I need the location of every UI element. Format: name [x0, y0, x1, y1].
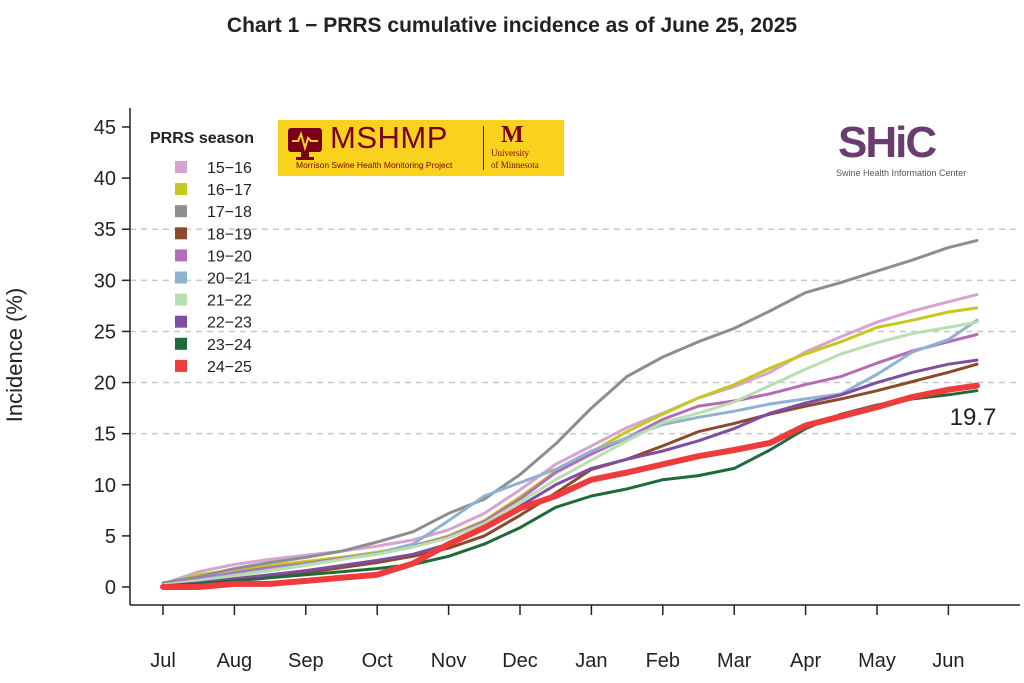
- legend-layer: PRRS season 15−16 16−17 17−18 18−19 19−20 20−2…: [150, 130, 254, 376]
- x-tick-label-Oct: Oct: [362, 650, 394, 672]
- umn-line2: of Minnesota: [491, 160, 539, 170]
- mshmp-subtitle: Morrison Swine Health Monitoring Project: [296, 160, 453, 170]
- series-layer: [160, 239, 980, 590]
- legend-label-16−17: 16−17: [207, 182, 252, 199]
- x-tick-label-Sep: Sep: [288, 650, 324, 672]
- legend-label-19−20: 19−20: [207, 248, 252, 265]
- x-tick-label-Feb: Feb: [646, 650, 680, 672]
- chart-title: Chart 1 − PRRS cumulative incidence as o…: [226, 14, 798, 37]
- legend-label-21−22: 21−22: [207, 293, 252, 310]
- legend-swatch-17−18: [175, 205, 187, 218]
- mshmp-logo: MSHMP Morrison Swine Health Monitoring P…: [278, 120, 564, 176]
- umn-line1: University: [491, 148, 529, 158]
- series-line-18−19: [161, 362, 979, 587]
- shic-subtitle: Swine Health Information Center: [836, 168, 967, 178]
- legend-label-20−21: 20−21: [207, 271, 252, 288]
- y-tick-label-20: 20: [94, 373, 116, 395]
- series-line-20−21: [161, 318, 979, 587]
- legend-label-17−18: 17−18: [207, 204, 252, 221]
- x-tick-label-Aug: Aug: [217, 650, 253, 672]
- y-tick-label-40: 40: [94, 168, 116, 190]
- legend-swatch-18−19: [175, 227, 187, 240]
- mshmp-title: MSHMP: [330, 120, 448, 155]
- axis-layer: 0 5 10 15 20 25 30 35 40 45 Jul Aug Sep Oct Nov Dec Jan F…: [94, 108, 1020, 672]
- legend-label-18−19: 18−19: [207, 226, 252, 243]
- x-tick-label-Jul: Jul: [150, 650, 176, 672]
- y-axis-label: Incidence (%): [2, 288, 27, 423]
- y-tick-label-15: 15: [94, 424, 116, 446]
- legend-swatch-23−24: [175, 337, 187, 350]
- y-tick-label-45: 45: [94, 117, 116, 139]
- legend-swatch-19−20: [175, 249, 187, 262]
- legend-label-24−25: 24−25: [207, 359, 252, 376]
- legend-swatch-20−21: [175, 271, 187, 284]
- legend-label-22−23: 22−23: [207, 315, 252, 332]
- y-tick-label-25: 25: [94, 321, 116, 343]
- x-tick-label-May: May: [858, 650, 896, 672]
- y-tick-label-0: 0: [105, 577, 116, 599]
- end-value-annotation: 19.7: [950, 404, 997, 431]
- legend-swatch-24−25: [175, 359, 187, 372]
- monitor-icon: [288, 128, 322, 160]
- logo-divider: [483, 126, 484, 170]
- series-line-22−23: [161, 358, 979, 588]
- umn-m-icon: M: [501, 122, 524, 148]
- legend-swatch-15−16: [175, 161, 187, 173]
- grid-layer: [130, 228, 1020, 435]
- x-tick-label-Apr: Apr: [790, 650, 821, 672]
- y-tick-label-5: 5: [105, 526, 116, 548]
- series-line-15−16: [161, 293, 979, 586]
- y-tick-label-35: 35: [94, 219, 116, 241]
- legend-swatch-21−22: [175, 293, 187, 306]
- y-tick-label-10: 10: [94, 475, 116, 497]
- series-line-24−25: [160, 382, 980, 590]
- legend-label-15−16: 15−16: [207, 160, 252, 177]
- series-line-17−18: [161, 239, 979, 585]
- legend-title: PRRS season: [150, 130, 254, 147]
- series-line-21−22: [161, 320, 979, 587]
- shic-name: SHiC: [838, 118, 937, 167]
- y-tick-label-30: 30: [94, 270, 116, 292]
- shic-logo: SHiC Swine Health Information Center: [828, 118, 968, 188]
- legend-swatch-22−23: [175, 315, 187, 328]
- legend-swatch-16−17: [175, 183, 187, 196]
- x-tick-label-Jun: Jun: [932, 650, 964, 672]
- legend-label-23−24: 23−24: [207, 337, 252, 354]
- x-tick-label-Nov: Nov: [431, 650, 467, 672]
- x-tick-label-Dec: Dec: [502, 650, 538, 672]
- x-tick-label-Mar: Mar: [717, 650, 752, 672]
- x-tick-label-Jan: Jan: [575, 650, 607, 672]
- series-line-19−20: [161, 333, 979, 587]
